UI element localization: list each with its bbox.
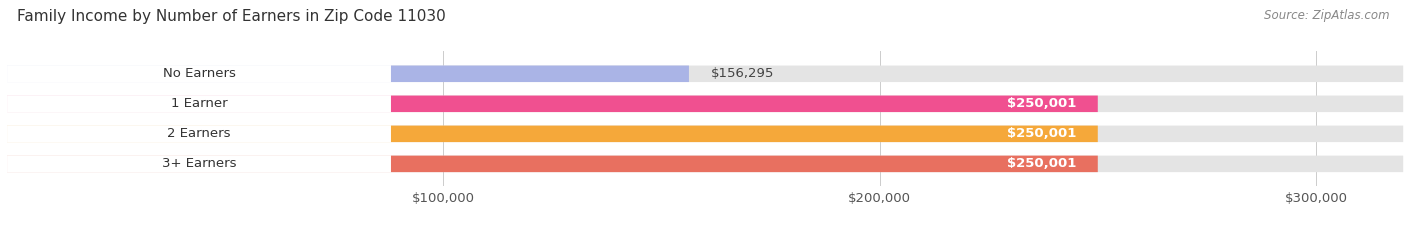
FancyBboxPatch shape	[7, 65, 689, 82]
FancyBboxPatch shape	[7, 96, 1098, 112]
FancyBboxPatch shape	[7, 95, 391, 113]
FancyBboxPatch shape	[7, 156, 1098, 172]
FancyBboxPatch shape	[7, 126, 1098, 142]
Text: $156,295: $156,295	[711, 67, 775, 80]
Text: No Earners: No Earners	[163, 67, 235, 80]
Text: $250,001: $250,001	[1007, 127, 1076, 140]
FancyBboxPatch shape	[7, 125, 391, 143]
FancyBboxPatch shape	[7, 126, 1403, 142]
Text: 2 Earners: 2 Earners	[167, 127, 231, 140]
Text: $250,001: $250,001	[1007, 97, 1076, 110]
Text: Source: ZipAtlas.com: Source: ZipAtlas.com	[1264, 9, 1389, 22]
FancyBboxPatch shape	[7, 65, 391, 82]
Text: $250,001: $250,001	[1007, 157, 1076, 170]
FancyBboxPatch shape	[7, 155, 391, 173]
Text: 1 Earner: 1 Earner	[170, 97, 228, 110]
FancyBboxPatch shape	[7, 96, 1403, 112]
FancyBboxPatch shape	[7, 156, 1403, 172]
Text: 3+ Earners: 3+ Earners	[162, 157, 236, 170]
FancyBboxPatch shape	[7, 65, 1403, 82]
Text: Family Income by Number of Earners in Zip Code 11030: Family Income by Number of Earners in Zi…	[17, 9, 446, 24]
